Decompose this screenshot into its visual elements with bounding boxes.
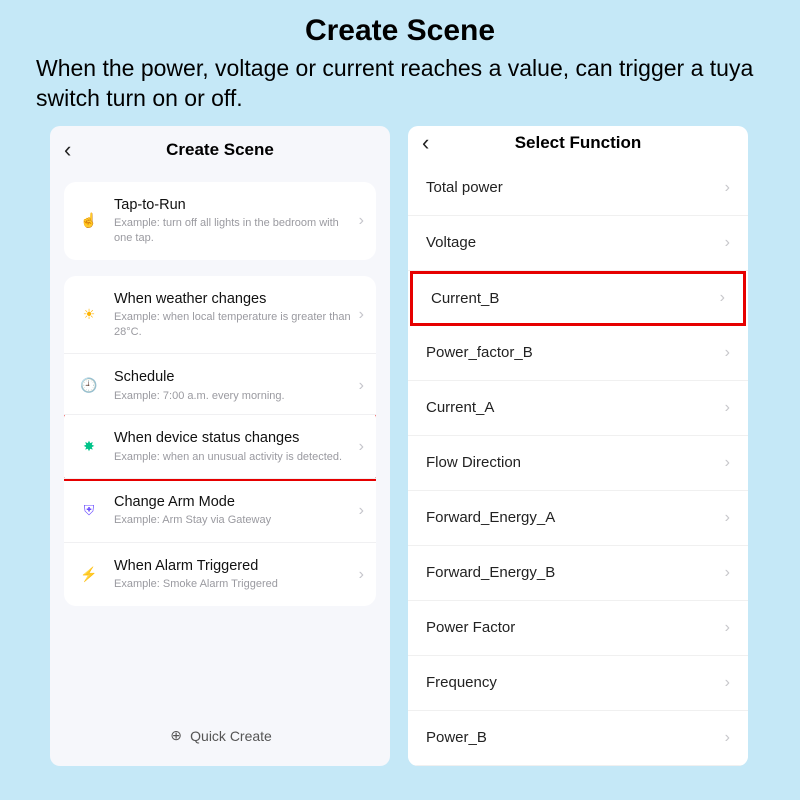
sun-icon: ☀ xyxy=(76,302,102,328)
quick-create-icon: ⊕ xyxy=(168,728,184,744)
function-item[interactable]: Power_factor_B › xyxy=(408,326,748,381)
phone-select-function: ‹ Select Function Total power›Voltage›Cu… xyxy=(408,126,748,766)
function-item[interactable]: Frequency › xyxy=(408,656,748,711)
scene-row[interactable]: ✸ When device status changes Example: when… xyxy=(64,414,376,481)
tap-icon: ☝ xyxy=(76,208,102,234)
row-title: When weather changes xyxy=(114,290,353,308)
back-icon[interactable]: ‹ xyxy=(64,137,71,163)
phone-header: ‹ Create Scene xyxy=(50,126,390,174)
row-text: Change Arm Mode Example: Arm Stay via Gat… xyxy=(114,493,359,528)
chevron-right-icon: › xyxy=(725,344,730,362)
row-text: When weather changes Example: when local … xyxy=(114,290,359,340)
scene-row[interactable]: ⛨ Change Arm Mode Example: Arm Stay via Ga… xyxy=(64,478,376,542)
function-label: Flow Direction xyxy=(426,454,521,471)
function-item[interactable]: Power Factor › xyxy=(408,601,748,656)
function-list: Total power›Voltage›Current_B›Power_fact… xyxy=(408,161,748,766)
page-title: Create Scene xyxy=(0,0,800,48)
phone-create-scene: ‹ Create Scene ☝ Tap-to-Run Example: turn … xyxy=(50,126,390,766)
chevron-right-icon: › xyxy=(725,454,730,472)
row-subtitle: Example: Arm Stay via Gateway xyxy=(114,513,353,528)
row-title: When device status changes xyxy=(114,429,353,447)
scene-row[interactable]: 🕘 Schedule Example: 7:00 a.m. every mornin… xyxy=(64,353,376,417)
row-subtitle: Example: turn off all lights in the bedr… xyxy=(114,216,353,246)
row-subtitle: Example: Smoke Alarm Triggered xyxy=(114,577,353,592)
chevron-right-icon: › xyxy=(359,502,364,520)
row-text: When Alarm Triggered Example: Smoke Alarm… xyxy=(114,557,359,592)
phone-header-title: Select Function xyxy=(408,133,748,153)
function-label: Power_factor_B xyxy=(426,344,533,361)
chevron-right-icon: › xyxy=(359,306,364,324)
chevron-right-icon: › xyxy=(359,438,364,456)
function-item[interactable]: Forward_Energy_A › xyxy=(408,491,748,546)
page-subtitle: When the power, voltage or current reach… xyxy=(0,48,800,126)
chevron-right-icon: › xyxy=(725,399,730,417)
function-label: Frequency xyxy=(426,674,497,691)
function-item[interactable]: Power_B › xyxy=(408,711,748,766)
chevron-right-icon: › xyxy=(359,212,364,230)
row-title: Tap-to-Run xyxy=(114,196,353,214)
chevron-right-icon: › xyxy=(720,289,725,307)
device-icon: ✸ xyxy=(76,434,102,460)
function-label: Current_B xyxy=(431,290,499,307)
chevron-right-icon: › xyxy=(725,674,730,692)
row-text: Tap-to-Run Example: turn off all lights i… xyxy=(114,196,359,246)
function-item[interactable]: Current_B › xyxy=(410,271,746,326)
function-label: Voltage xyxy=(426,234,476,251)
row-title: Change Arm Mode xyxy=(114,493,353,511)
quick-create-label: Quick Create xyxy=(190,728,272,744)
row-text: Schedule Example: 7:00 a.m. every morning… xyxy=(114,368,359,403)
function-label: Forward_Energy_A xyxy=(426,509,555,526)
shield-icon: ⛨ xyxy=(76,498,102,524)
chevron-right-icon: › xyxy=(725,509,730,527)
function-item[interactable]: Forward_Energy_B › xyxy=(408,546,748,601)
function-label: Power Factor xyxy=(426,619,515,636)
row-text: When device status changes Example: when … xyxy=(114,429,359,464)
function-item[interactable]: Total power › xyxy=(408,161,748,216)
row-subtitle: Example: when local temperature is great… xyxy=(114,310,353,340)
function-item[interactable]: Current_A › xyxy=(408,381,748,436)
chevron-right-icon: › xyxy=(359,566,364,584)
function-item[interactable]: Voltage › xyxy=(408,216,748,271)
row-subtitle: Example: 7:00 a.m. every morning. xyxy=(114,389,353,404)
chevron-right-icon: › xyxy=(725,619,730,637)
scene-card-tap: ☝ Tap-to-Run Example: turn off all lights … xyxy=(64,182,376,260)
chevron-right-icon: › xyxy=(725,564,730,582)
scene-row[interactable]: ☝ Tap-to-Run Example: turn off all lights … xyxy=(64,182,376,260)
function-label: Total power xyxy=(426,179,503,196)
phone-header: ‹ Select Function xyxy=(408,126,748,161)
function-label: Current_A xyxy=(426,399,494,416)
function-item[interactable]: Flow Direction › xyxy=(408,436,748,491)
quick-create-button[interactable]: ⊕ Quick Create xyxy=(50,710,390,766)
phone-header-title: Create Scene xyxy=(50,140,390,160)
row-title: Schedule xyxy=(114,368,353,386)
row-title: When Alarm Triggered xyxy=(114,557,353,575)
chevron-right-icon: › xyxy=(359,377,364,395)
alarm-icon: ⚡ xyxy=(76,562,102,588)
chevron-right-icon: › xyxy=(725,234,730,252)
scene-row[interactable]: ☀ When weather changes Example: when local… xyxy=(64,276,376,354)
scene-row[interactable]: ⚡ When Alarm Triggered Example: Smoke Alar… xyxy=(64,542,376,606)
scene-card-conditions: ☀ When weather changes Example: when local… xyxy=(64,276,376,607)
chevron-right-icon: › xyxy=(725,179,730,197)
row-subtitle: Example: when an unusual activity is det… xyxy=(114,450,353,465)
function-label: Power_B xyxy=(426,729,487,746)
chevron-right-icon: › xyxy=(725,729,730,747)
phones-container: ‹ Create Scene ☝ Tap-to-Run Example: turn … xyxy=(0,126,800,766)
clock-icon: 🕘 xyxy=(76,373,102,399)
back-icon[interactable]: ‹ xyxy=(422,130,429,156)
function-label: Forward_Energy_B xyxy=(426,564,555,581)
